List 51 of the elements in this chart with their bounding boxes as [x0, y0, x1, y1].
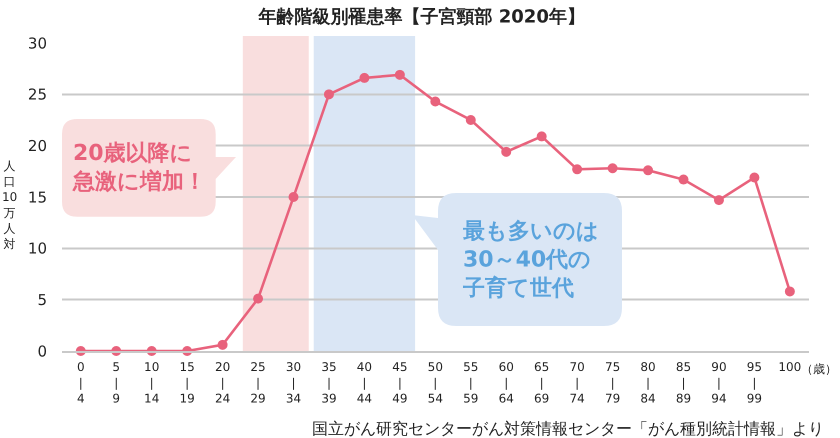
x-tick-label: 45 | 49 [392, 360, 408, 406]
x-tick-label: 20 | 24 [214, 360, 230, 406]
point [678, 174, 688, 185]
point [572, 164, 582, 174]
point [288, 192, 299, 202]
y-tick-label: 10 [28, 240, 47, 258]
point [466, 115, 476, 125]
x-tick-label: 30 | 34 [286, 360, 302, 406]
point [536, 131, 547, 142]
x-tick-label: 70 | 74 [570, 360, 585, 406]
y-tick-label: 25 [28, 86, 47, 104]
x-tick-label: 85 | 89 [676, 360, 692, 406]
point [608, 163, 618, 174]
y-tick-label: 0 [37, 342, 47, 360]
point [324, 89, 334, 100]
text: 国立がん研究センターがん対策情報センター「がん種別統計情報」より [312, 419, 824, 438]
x-tick-label: 35 | 39 [321, 360, 337, 406]
x-tick-label: 65 | 69 [534, 360, 550, 406]
x-tick-label: 25 | 29 [250, 360, 266, 406]
chart-title: 年齢階級別罹患率【子宮頸部 2020年】 [257, 6, 585, 28]
point [359, 72, 370, 83]
y-tick-label: 15 [28, 188, 47, 206]
x-axis-title: （歳） [801, 362, 837, 376]
point [501, 146, 512, 157]
point [218, 340, 228, 350]
x-tick-label: 80 | 84 [640, 360, 656, 406]
x-tick-label: 90 | 94 [711, 360, 727, 406]
point [784, 286, 795, 296]
y-tick-label: 30 [28, 34, 47, 52]
x-tick-label: 75 | 79 [604, 360, 620, 406]
x-tick-label: 100 [778, 360, 802, 374]
x-tick-label: 15 | 19 [180, 360, 195, 406]
point [643, 165, 654, 176]
y-tick-label: 5 [37, 290, 47, 309]
x-tick-label: 50 | 54 [428, 360, 443, 406]
x-tick-label: 0 | 4 [76, 360, 85, 406]
point [394, 70, 405, 80]
point [430, 96, 440, 107]
point [749, 172, 760, 182]
band-label: 20歳以降に急激に増加！ [72, 141, 206, 195]
x-tick-label: 5 | 9 [112, 360, 120, 406]
x-tick-label: 95 | 99 [746, 360, 762, 406]
point [714, 195, 724, 206]
x-tick-label: 60 | 64 [498, 360, 514, 406]
x-tick-label: 40 | 44 [356, 360, 372, 406]
y-tick-label: 20 [28, 136, 47, 155]
x-tick-label: 55 | 59 [463, 360, 478, 406]
y-axis-title: 人口10万人対 [2, 159, 18, 251]
x-tick-label: 10 | 14 [144, 360, 160, 406]
band-label: 最も多いのは30～40代の子育て世代 [462, 219, 599, 302]
point [253, 294, 264, 304]
